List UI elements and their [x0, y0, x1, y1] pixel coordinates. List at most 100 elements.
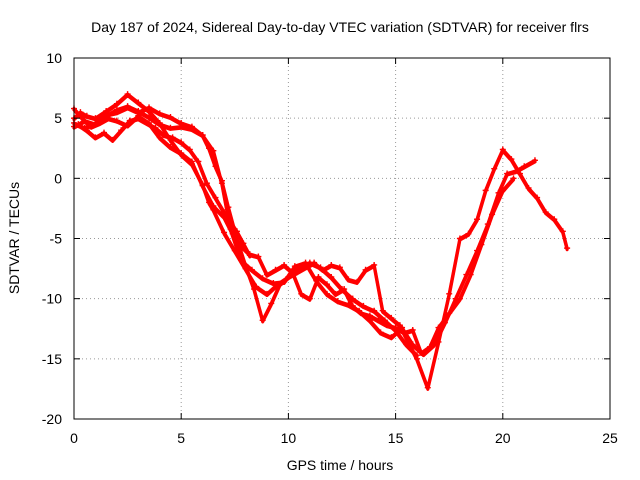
- data-point-marker: [551, 216, 558, 223]
- data-point-marker: [75, 121, 82, 128]
- data-point-marker: [564, 245, 571, 252]
- data-point-marker: [371, 307, 378, 314]
- x-tick-label: 25: [602, 430, 618, 446]
- x-tick-label: 20: [495, 430, 511, 446]
- data-point-marker: [272, 266, 279, 273]
- data-point-marker: [135, 115, 142, 122]
- data-series: [71, 91, 571, 391]
- data-point-marker: [225, 204, 232, 211]
- data-point-marker: [396, 322, 403, 329]
- series-line-satellite-track-5-thickness: [76, 118, 252, 259]
- data-point-marker: [118, 127, 125, 134]
- data-point-marker: [263, 271, 270, 278]
- data-point-marker: [161, 132, 168, 139]
- data-point-marker: [167, 144, 174, 151]
- data-point-marker: [379, 307, 386, 314]
- data-point-marker: [360, 302, 367, 309]
- data-point-marker: [424, 384, 431, 391]
- data-point-marker: [146, 113, 153, 120]
- data-point-marker: [435, 338, 442, 345]
- data-point-marker: [203, 180, 210, 187]
- data-point-marker: [113, 100, 120, 107]
- data-point-marker: [146, 104, 153, 111]
- data-point-marker: [508, 156, 515, 163]
- data-point-marker: [259, 275, 266, 282]
- y-axis-label: SDTVAR / TECUs: [6, 182, 22, 294]
- data-point-marker: [276, 281, 283, 288]
- data-point-marker: [384, 322, 391, 329]
- data-point-marker: [392, 324, 399, 331]
- data-point-marker: [263, 290, 270, 297]
- data-point-marker: [103, 111, 110, 118]
- data-point-marker: [298, 290, 305, 297]
- data-point-marker: [255, 253, 262, 260]
- data-point-marker: [167, 124, 174, 131]
- data-point-marker: [92, 121, 99, 128]
- x-tick-label: 0: [70, 430, 78, 446]
- data-point-marker: [336, 264, 343, 271]
- data-point-marker: [354, 278, 361, 285]
- data-point-marker: [281, 261, 288, 268]
- x-tick-label: 10: [281, 430, 297, 446]
- data-point-marker: [124, 104, 131, 111]
- data-point-marker: [221, 209, 228, 216]
- data-point-marker: [293, 269, 300, 276]
- data-point-marker: [109, 136, 116, 143]
- data-point-marker: [456, 295, 463, 302]
- data-point-marker: [371, 261, 378, 268]
- series-line-satellite-track-4-thickness: [72, 107, 569, 391]
- data-point-marker: [227, 218, 234, 225]
- data-point-marker: [188, 158, 195, 165]
- data-point-marker: [510, 175, 517, 182]
- data-point-marker: [126, 117, 133, 124]
- y-tick-label: -15: [42, 351, 62, 367]
- data-point-marker: [311, 259, 318, 266]
- series-line-satellite-track-2-thickness: [72, 105, 537, 358]
- data-point-marker: [328, 261, 335, 268]
- data-point-marker: [542, 209, 549, 216]
- data-point-marker: [188, 123, 195, 130]
- data-point-marker: [152, 124, 159, 131]
- y-tick-label: -20: [42, 411, 62, 427]
- data-point-marker: [323, 290, 330, 297]
- data-point-marker: [206, 145, 213, 152]
- data-point-marker: [302, 264, 309, 271]
- data-point-marker: [474, 216, 481, 223]
- data-point-marker: [143, 119, 150, 126]
- data-point-marker: [328, 274, 335, 281]
- data-point-marker: [465, 230, 472, 237]
- data-point-marker: [135, 99, 142, 106]
- data-point-marker: [156, 121, 163, 128]
- data-point-marker: [199, 132, 206, 139]
- data-point-marker: [504, 170, 511, 177]
- data-point-marker: [341, 286, 348, 293]
- data-point-marker: [113, 109, 120, 116]
- data-point-marker: [259, 317, 266, 324]
- data-point-marker: [332, 290, 339, 297]
- data-point-marker: [418, 349, 425, 356]
- data-point-marker: [101, 129, 108, 136]
- data-point-marker: [388, 334, 395, 341]
- data-point-marker: [92, 134, 99, 141]
- data-point-marker: [246, 252, 253, 259]
- data-point-marker: [178, 139, 185, 146]
- data-point-marker: [467, 271, 474, 278]
- data-point-marker: [334, 298, 341, 305]
- data-point-marker: [135, 109, 142, 116]
- data-point-marker: [248, 266, 255, 273]
- data-point-marker: [221, 229, 228, 236]
- data-point-marker: [156, 110, 163, 117]
- x-tick-label: 5: [177, 430, 185, 446]
- data-point-marker: [559, 228, 566, 235]
- data-point-marker: [291, 263, 298, 270]
- data-point-marker: [409, 326, 416, 333]
- data-point-marker: [366, 312, 373, 319]
- chart-title: Day 187 of 2024, Sidereal Day-to-day VTE…: [91, 19, 589, 35]
- data-point-marker: [169, 134, 176, 141]
- data-point-marker: [199, 182, 206, 189]
- data-point-marker: [81, 117, 88, 124]
- x-tick-labels: 0 5 10 15 20 25: [70, 430, 618, 446]
- data-point-marker: [358, 310, 365, 317]
- data-point-marker: [178, 150, 185, 157]
- data-point-marker: [525, 184, 532, 191]
